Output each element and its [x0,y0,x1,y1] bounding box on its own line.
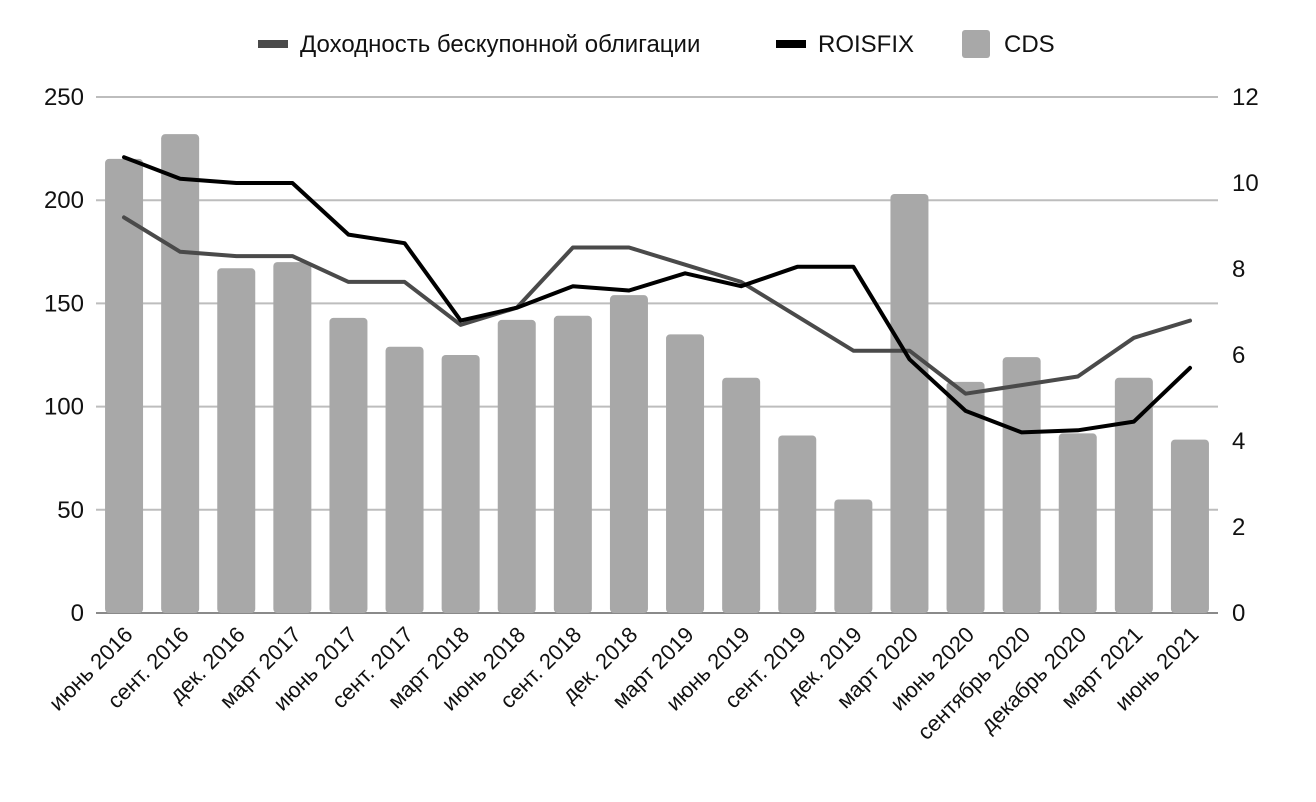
y-left-tick-label: 250 [44,84,84,111]
y-right-tick-label: 6 [1232,342,1245,369]
bar-cds [946,381,985,613]
legend-item-roisfix-label: ROISFIX [818,31,914,58]
y-right-tick-label: 2 [1232,514,1245,541]
bar-cds [553,315,592,613]
y-left-tick-label: 200 [44,187,84,214]
bar-cds [105,158,144,614]
bar-cds [834,499,873,613]
bar-cds [441,355,480,613]
legend-item-roisfix-swatch [776,40,806,48]
line-roisfix [122,155,1192,435]
bar-cds [666,334,705,613]
y-right-tick-label: 8 [1232,256,1245,283]
bar-cds [497,319,536,613]
bar-cds [385,346,424,613]
bar-cds [217,268,256,613]
legend-item-zero-coupon-yield-label: Доходность бескупонной облигации [300,31,700,58]
legend-item-cds-label: CDS [1004,31,1055,58]
bar-cds [1058,433,1097,613]
bar-cds [778,435,817,613]
bar-cds [722,377,761,613]
y-left-tick-label: 50 [57,497,84,524]
bar-cds [273,262,312,613]
legend-item-zero-coupon-yield-swatch [258,40,288,48]
legend-item-cds-swatch [962,30,990,58]
y-left-tick-label: 150 [44,290,84,317]
bar-cds [890,194,929,613]
bar-cds [1114,377,1153,613]
y-right-tick-label: 4 [1232,428,1245,455]
y-left-tick-label: 100 [44,394,84,421]
y-right-tick-label: 12 [1232,84,1259,111]
bar-cds [161,134,200,614]
y-left-tick-label: 0 [71,600,84,627]
bar-cds [1002,357,1041,613]
bar-cds [609,295,648,613]
line-zero-coupon-yield [122,215,1192,396]
bar-cds [1170,439,1209,613]
y-right-tick-label: 10 [1232,170,1259,197]
y-right-tick-label: 0 [1232,600,1245,627]
bar-cds [329,317,368,613]
